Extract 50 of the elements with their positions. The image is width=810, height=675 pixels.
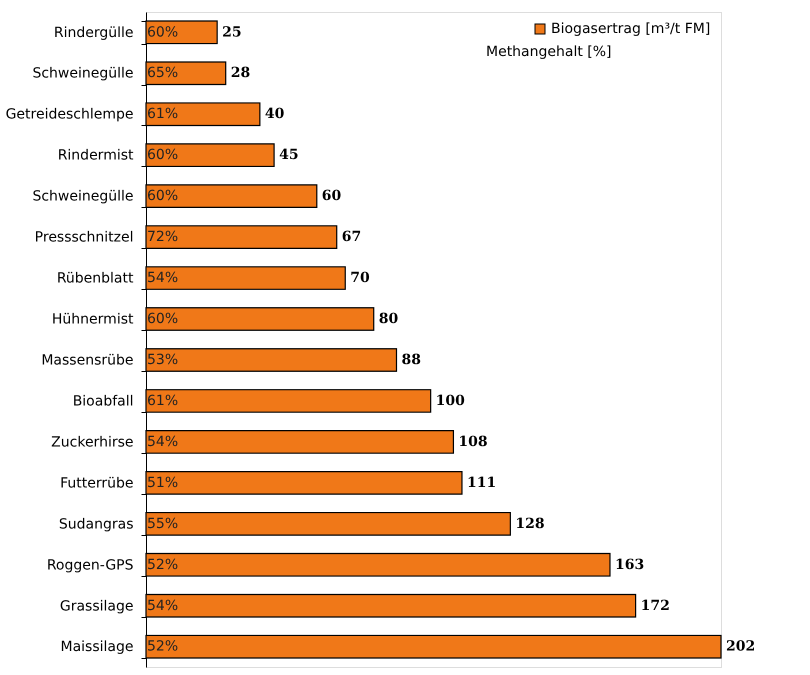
y-tick-label: Grassilage bbox=[60, 598, 134, 614]
annotation: 60% bbox=[147, 311, 178, 328]
annotation: 54% bbox=[147, 270, 178, 286]
data-label: 202 bbox=[726, 638, 756, 655]
legend-label: Biogasertrag [m³/t FM] bbox=[551, 21, 710, 37]
data-label: 28 bbox=[230, 65, 250, 82]
annotation: 53% bbox=[147, 352, 178, 368]
annotation: 55% bbox=[147, 516, 178, 532]
annotation: 65% bbox=[147, 65, 178, 82]
annotation: 52% bbox=[147, 556, 178, 573]
annotation: 61% bbox=[147, 392, 178, 409]
data-label: 128 bbox=[515, 516, 545, 532]
data-label: 67 bbox=[342, 229, 362, 246]
y-tick-label: Rübenblatt bbox=[56, 270, 134, 287]
y-tick-label: Maissilage bbox=[60, 639, 134, 656]
y-tick-label: Hühnermist bbox=[52, 312, 134, 328]
annotation: 54% bbox=[147, 434, 178, 450]
y-tick-label: Futterrübe bbox=[60, 475, 134, 492]
data-label: 111 bbox=[466, 474, 496, 491]
y-tick-label: Schweinegülle bbox=[32, 188, 134, 205]
annotation: 52% bbox=[147, 638, 178, 655]
annotation: 51% bbox=[147, 474, 178, 491]
annotation: 54% bbox=[147, 598, 178, 614]
data-label: 172 bbox=[640, 598, 670, 614]
y-tick-label: Rindermist bbox=[58, 148, 134, 164]
y-tick-label: Bioabfall bbox=[72, 393, 134, 410]
data-label: 80 bbox=[378, 311, 398, 328]
annotation: 61% bbox=[147, 106, 178, 122]
y-tick-label: Schweinegülle bbox=[32, 66, 134, 82]
data-label: 70 bbox=[350, 270, 370, 286]
annotation: 72% bbox=[147, 229, 178, 246]
data-label: 25 bbox=[222, 24, 242, 40]
y-tick-label: Sudangras bbox=[58, 516, 134, 532]
data-label: 60 bbox=[322, 188, 342, 204]
y-tick-label: Roggen-GPS bbox=[46, 557, 134, 574]
annotation: Methangehalt [%] bbox=[486, 44, 612, 60]
data-label: 40 bbox=[264, 106, 285, 122]
y-tick-label: Zuckerhirse bbox=[51, 434, 134, 450]
y-tick-label: Pressschnitzel bbox=[34, 230, 134, 246]
annotation: 60% bbox=[147, 188, 178, 204]
annotation: 60% bbox=[147, 147, 178, 164]
data-label: 88 bbox=[401, 352, 421, 368]
data-label: 45 bbox=[279, 147, 299, 164]
data-label: 100 bbox=[436, 392, 466, 409]
data-label: 163 bbox=[614, 556, 644, 573]
annotation: 60% bbox=[147, 24, 178, 40]
data-label: 108 bbox=[458, 434, 488, 450]
y-tick-label: Massensrübe bbox=[41, 352, 134, 368]
y-tick-label: Getreideschlempe bbox=[6, 106, 134, 123]
y-tick-label: Rindergülle bbox=[54, 24, 134, 41]
